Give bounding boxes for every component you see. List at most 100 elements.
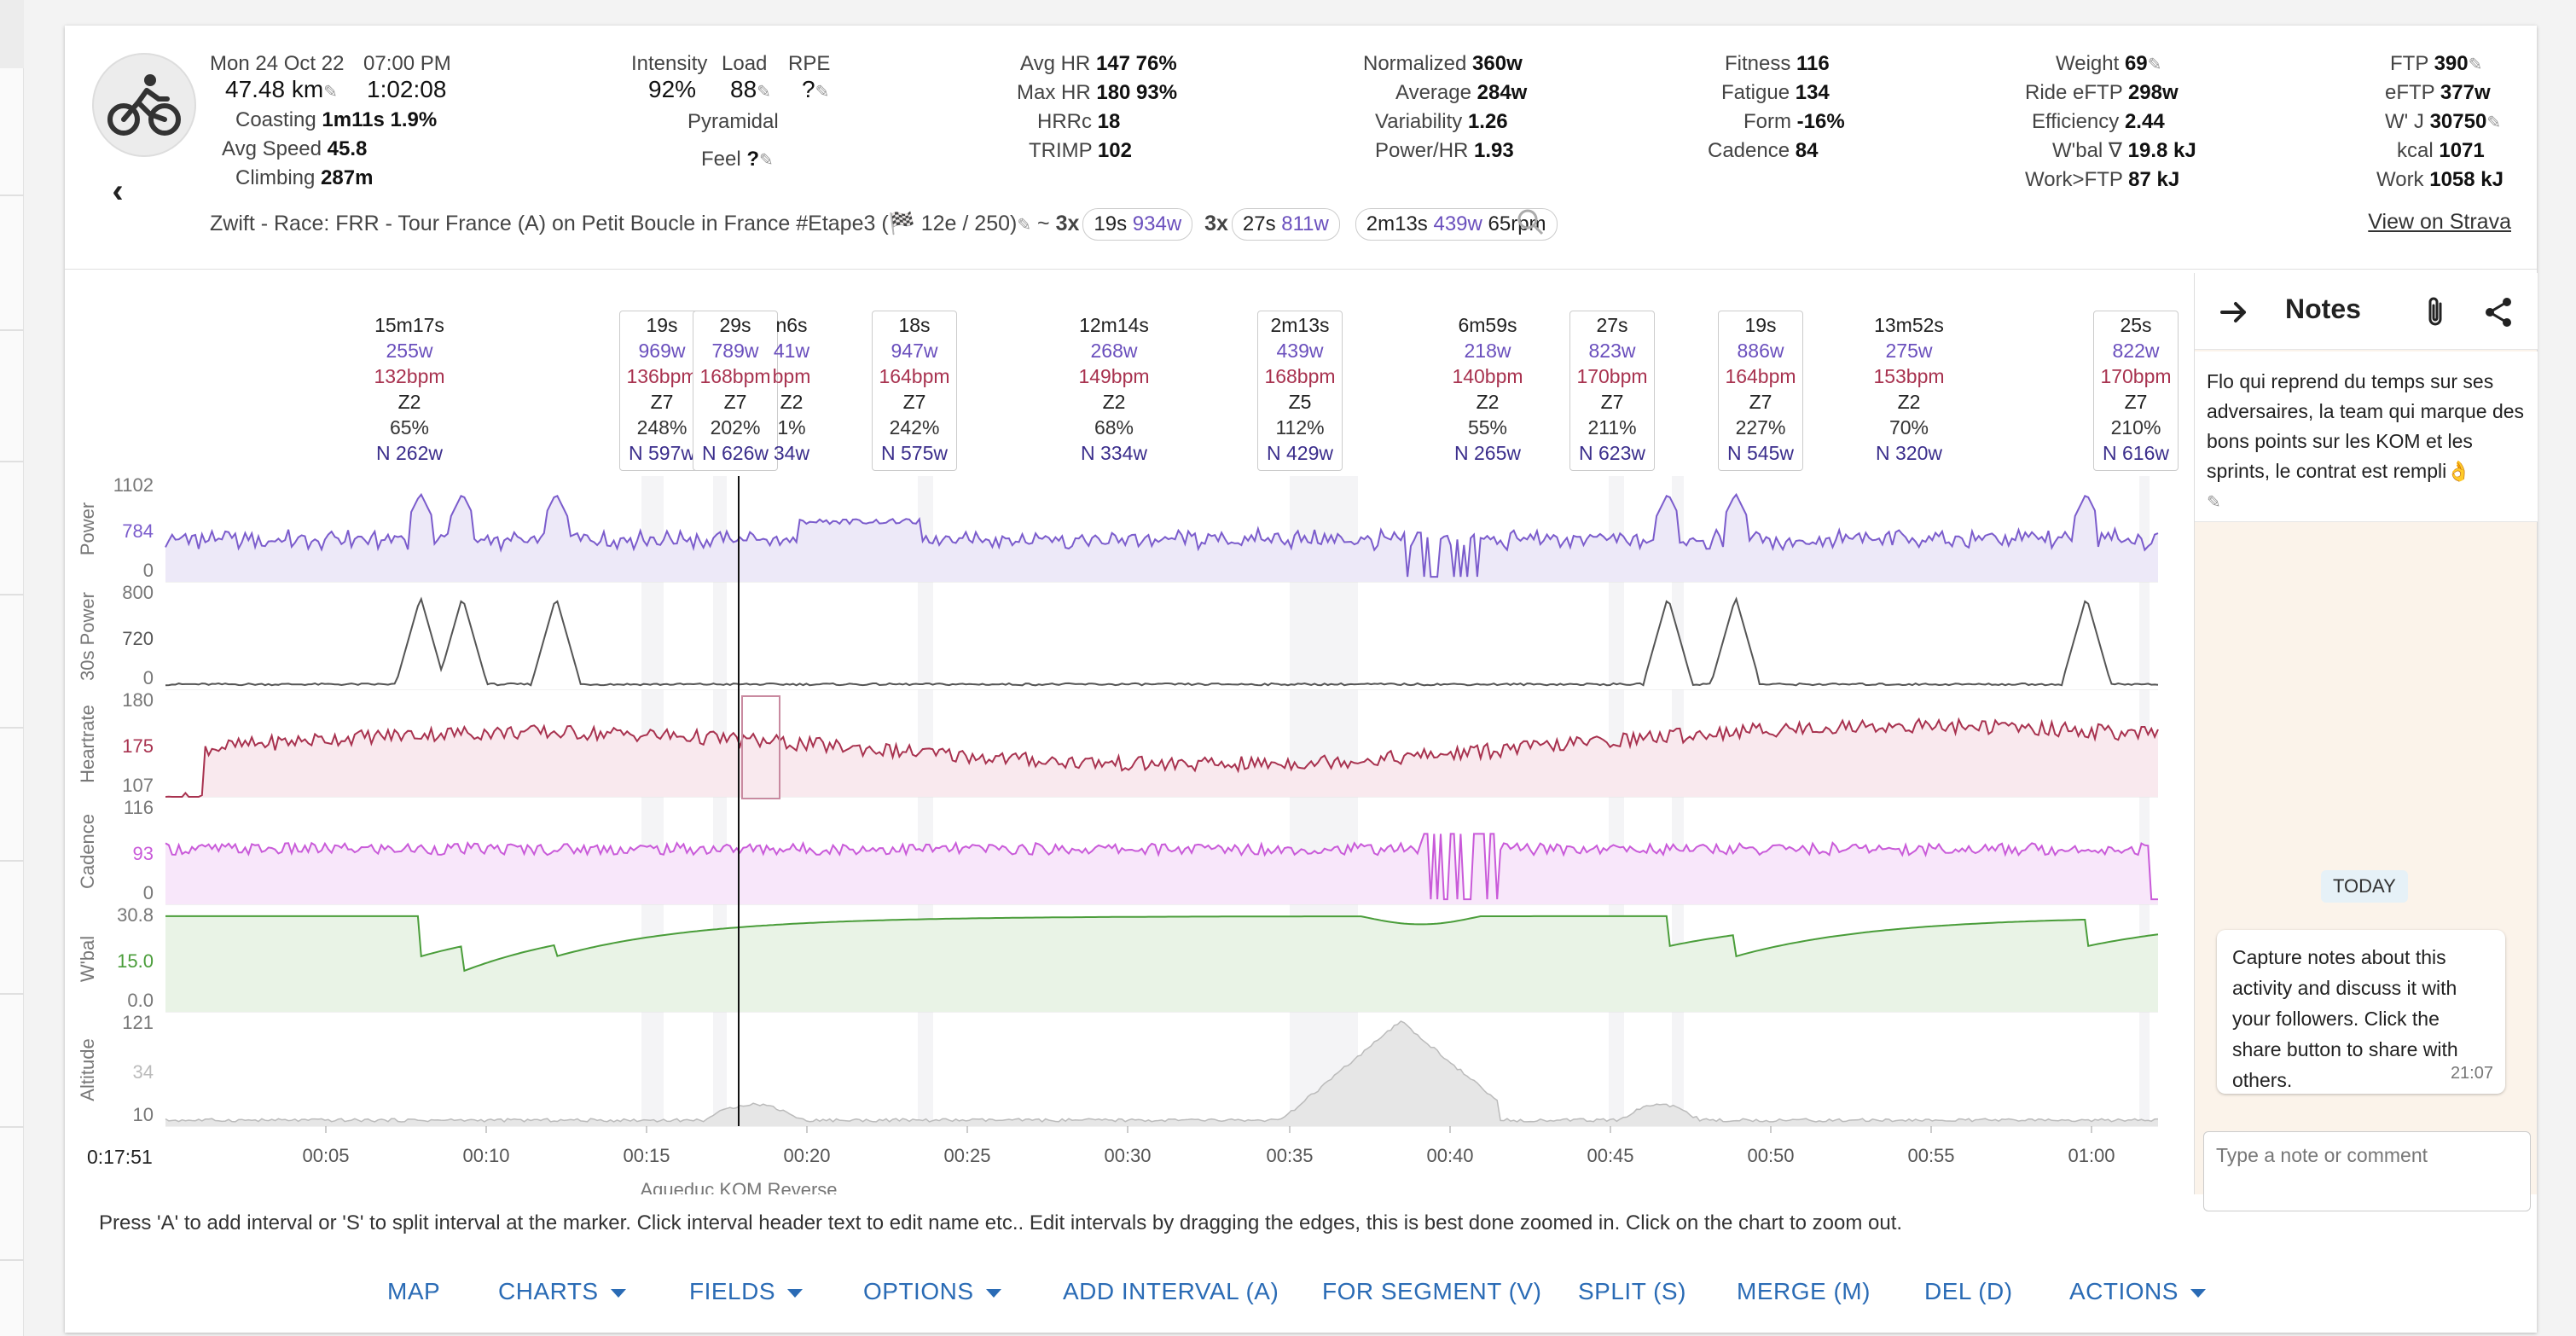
best-interval-chip[interactable]: 27s 811w bbox=[1231, 208, 1340, 241]
wbal-value: 19.8 kJ bbox=[2127, 139, 2196, 162]
activity-type-avatar bbox=[92, 53, 196, 157]
wj-value[interactable]: 30750 bbox=[2429, 110, 2487, 133]
interval-normalized: N 616w bbox=[2103, 442, 2169, 464]
weight-value[interactable]: 69 bbox=[2124, 52, 2148, 75]
arrow-right-icon[interactable] bbox=[2217, 295, 2251, 329]
interval-header[interactable]: 15m17s 255w 132bpm Z2 65% N 262w bbox=[358, 312, 461, 466]
interval-header[interactable]: 27s 823w 170bpm Z7 211% N 623w bbox=[1561, 312, 1663, 466]
activity-chart-svg[interactable]: 1102 784 0 Power 800 720 0 30s Power 180 175 107 He… bbox=[65, 273, 2192, 1200]
fields-button[interactable]: FIELDS bbox=[689, 1278, 804, 1305]
note-entry[interactable]: Flo qui reprend du temps sur ses adversa… bbox=[2195, 351, 2538, 522]
series-area bbox=[165, 1021, 2158, 1126]
note-input[interactable]: Type a note or comment bbox=[2203, 1131, 2531, 1211]
pencil-icon[interactable]: ✎ bbox=[759, 151, 774, 170]
interval-header-box[interactable] bbox=[1257, 311, 1343, 471]
interval-header-box[interactable] bbox=[619, 311, 705, 471]
coasting-label: Coasting bbox=[235, 108, 316, 131]
fatigue-label: Fatigue bbox=[1721, 81, 1790, 104]
chip3-power: 439w bbox=[1433, 212, 1482, 235]
series-line bbox=[165, 596, 2159, 687]
delete-button[interactable]: DEL (D) bbox=[1924, 1278, 2013, 1305]
pencil-icon[interactable]: ✎ bbox=[1017, 216, 1032, 235]
eftp-label: eFTP bbox=[2385, 81, 2435, 104]
interval-header-box[interactable] bbox=[1718, 311, 1803, 471]
map-button[interactable]: MAP bbox=[387, 1278, 440, 1305]
interval-power: 255w bbox=[386, 340, 433, 362]
interval-normalized: N 262w bbox=[376, 442, 443, 464]
interval-header[interactable]: 25s 822w 170bpm Z7 210% N 616w bbox=[2085, 312, 2187, 466]
pencil-icon[interactable]: ✎ bbox=[815, 83, 830, 102]
notes-help-bubble: Capture notes about this activity and di… bbox=[2217, 930, 2505, 1094]
rpe-label: RPE bbox=[788, 52, 831, 75]
climbing-value: 287m bbox=[321, 166, 374, 189]
interval-heartrate: bpm bbox=[772, 365, 811, 387]
for-segment-button[interactable]: FOR SEGMENT (V) bbox=[1322, 1278, 1541, 1305]
share-icon[interactable] bbox=[2481, 295, 2515, 329]
activity-charts[interactable]: 1102 784 0 Power 800 720 0 30s Power 180 175 107 He… bbox=[65, 273, 2192, 1200]
interval-heartrate: 164bpm bbox=[879, 365, 950, 387]
merge-button[interactable]: MERGE (M) bbox=[1737, 1278, 1871, 1305]
interval-zone: Z7 bbox=[650, 391, 674, 413]
interval-header[interactable]: 13m52s 275w 153bpm Z2 70% N 320w bbox=[1858, 312, 1960, 466]
hover-box bbox=[741, 695, 780, 799]
ftp-value[interactable]: 390 bbox=[2434, 52, 2469, 75]
add-interval-button[interactable]: ADD INTERVAL (A) bbox=[1063, 1278, 1279, 1305]
interval-band bbox=[1290, 476, 1358, 1126]
activity-distance[interactable]: 47.48 km✎ bbox=[225, 77, 338, 105]
feel-value[interactable]: ? bbox=[746, 148, 760, 171]
interval-header[interactable]: 29s 789w 168bpm Z7 202% N 626w bbox=[684, 312, 786, 466]
map-label: MAP bbox=[387, 1278, 441, 1304]
pencil-icon[interactable]: ✎ bbox=[2468, 55, 2483, 74]
x-tick-label: 00:50 bbox=[1747, 1145, 1794, 1166]
split-button[interactable]: SPLIT (S) bbox=[1578, 1278, 1686, 1305]
view-on-strava-link[interactable]: View on Strava bbox=[2368, 210, 2511, 234]
activity-duration: 1:02:08 bbox=[367, 76, 447, 102]
pencil-icon[interactable]: ✎ bbox=[2207, 493, 2221, 512]
x-tick-label: 00:05 bbox=[302, 1145, 349, 1166]
search-icon[interactable] bbox=[1515, 206, 1546, 237]
series-line bbox=[165, 717, 2159, 798]
actions-menu-button[interactable]: ACTIONS bbox=[2069, 1278, 2206, 1305]
interval-header-box[interactable] bbox=[1569, 311, 1655, 471]
panel-label: Power bbox=[77, 502, 98, 555]
load-value[interactable]: 88✎ bbox=[730, 77, 771, 105]
pencil-icon[interactable]: ✎ bbox=[323, 83, 338, 102]
charts-button[interactable]: CHARTS bbox=[498, 1278, 626, 1305]
interval-normalized: N 320w bbox=[1876, 442, 1942, 464]
ride-title[interactable]: Zwift - Race: FRR - Tour France (A) on P… bbox=[210, 212, 1018, 235]
interval-header[interactable]: 18s 947w 164bpm Z7 242% N 575w bbox=[863, 312, 966, 466]
interval-duration: 2m13s bbox=[1270, 314, 1330, 336]
pencil-icon[interactable]: ✎ bbox=[2147, 55, 2162, 74]
interval-header[interactable]: 6m59s 218w 140bpm Z2 55% N 265w bbox=[1436, 312, 1539, 466]
panel-label: Heartrate bbox=[77, 705, 98, 783]
interval-header-box[interactable] bbox=[693, 311, 778, 471]
x-tick-label: 00:25 bbox=[943, 1145, 990, 1166]
average-label: Average bbox=[1395, 81, 1471, 104]
options-button[interactable]: OPTIONS bbox=[863, 1278, 1001, 1305]
interval-header-box[interactable] bbox=[872, 311, 957, 471]
fitness-value: 116 bbox=[1796, 52, 1830, 75]
interval-header[interactable]: 12m14s 268w 149bpm Z2 68% N 334w bbox=[1063, 312, 1165, 466]
series-area bbox=[165, 494, 2158, 582]
interval-normalized: N 626w bbox=[702, 442, 769, 464]
best-interval-chip[interactable]: 19s 934w bbox=[1082, 208, 1193, 241]
pencil-icon[interactable]: ✎ bbox=[2486, 113, 2502, 132]
back-chevron-icon[interactable]: ‹ bbox=[112, 172, 124, 210]
interval-header[interactable]: 2m13s 439w 168bpm Z5 112% N 429w bbox=[1249, 312, 1351, 466]
interval-percent: 202% bbox=[710, 416, 761, 439]
paperclip-icon[interactable] bbox=[2418, 295, 2452, 329]
panel-label: W'bal bbox=[77, 936, 98, 982]
interval-power: 41w bbox=[773, 340, 810, 362]
best-interval-chip[interactable]: 2m13s 439w 65rpm bbox=[1355, 208, 1558, 241]
panel-label: Cadence bbox=[77, 814, 98, 889]
interval-zone: Z5 bbox=[1288, 391, 1312, 413]
rpe-value[interactable]: ?✎ bbox=[802, 77, 829, 105]
interval-power: 275w bbox=[1885, 340, 1933, 362]
interval-header[interactable]: n6s 41w bpm Z2 1% 34w bbox=[740, 312, 843, 466]
left-tab[interactable] bbox=[0, 0, 24, 68]
pencil-icon[interactable]: ✎ bbox=[757, 83, 771, 102]
interval-header-box[interactable] bbox=[2093, 311, 2179, 471]
load-number: 88 bbox=[730, 76, 757, 102]
interval-header[interactable]: 19s 886w 164bpm Z7 227% N 545w bbox=[1709, 312, 1812, 466]
interval-header[interactable]: 19s 969w 136bpm Z7 248% N 597w bbox=[611, 312, 713, 466]
